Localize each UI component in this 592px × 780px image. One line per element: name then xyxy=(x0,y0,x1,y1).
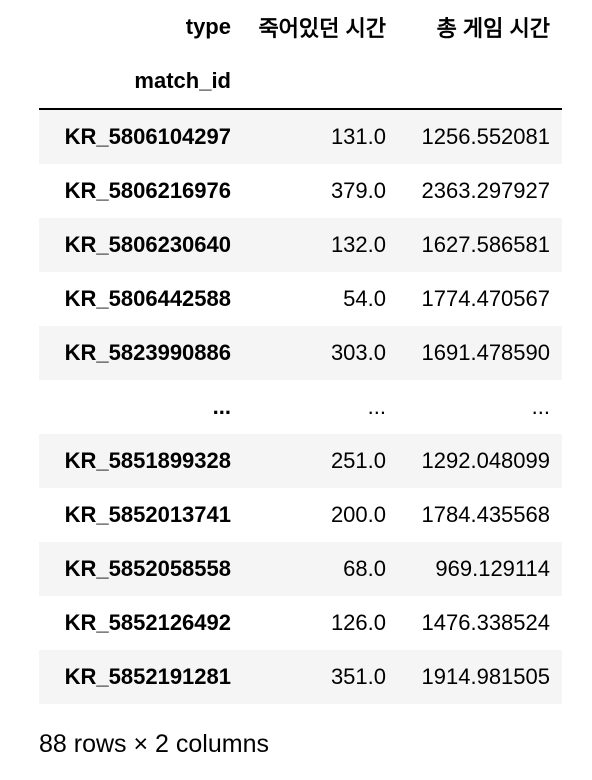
index-name-blank xyxy=(398,54,562,110)
index-name-blank xyxy=(243,54,398,110)
total-game-time-cell: 1476.338524 xyxy=(421,610,550,635)
dead-time-cell: 351.0 xyxy=(330,664,386,689)
row-index-cell: KR_5852126492 xyxy=(64,610,231,635)
table-row: KR_5823990886 303.0 1691.478590 xyxy=(39,326,562,380)
index-name-label: match_id xyxy=(39,54,243,110)
total-game-time-cell: 969.129114 xyxy=(435,556,550,581)
column-header-total-game-time: 총 게임 시간 xyxy=(436,16,550,41)
dead-time-cell: 200.0 xyxy=(330,502,386,527)
row-index-cell: KR_5852058558 xyxy=(64,556,231,581)
table-row: KR_5852191281 351.0 1914.981505 xyxy=(39,650,562,704)
column-header-dead-time: 죽어있던 시간 xyxy=(258,16,386,41)
dead-time-cell: 68.0 xyxy=(343,556,386,581)
table-row: KR_5806104297 131.0 1256.552081 xyxy=(39,109,562,164)
dead-time-cell: ... xyxy=(367,394,386,419)
total-game-time-cell: 1914.981505 xyxy=(421,664,550,689)
total-game-time-cell: 1774.470567 xyxy=(421,286,550,311)
table-row: KR_5806230640 132.0 1627.586581 xyxy=(39,218,562,272)
table-row: ......... xyxy=(39,380,562,434)
dead-time-cell: 132.0 xyxy=(330,232,386,257)
header-index-row: match_id xyxy=(39,54,562,110)
total-game-time-cell: 2363.297927 xyxy=(421,178,550,203)
dead-time-cell: 126.0 xyxy=(330,610,386,635)
dead-time-cell: 303.0 xyxy=(330,340,386,365)
row-index-cell: KR_5852013741 xyxy=(64,502,231,527)
total-game-time-cell: 1256.552081 xyxy=(421,124,550,149)
table-row: KR_5852013741 200.0 1784.435568 xyxy=(39,488,562,542)
row-index-cell: KR_5806216976 xyxy=(64,178,231,203)
dataframe-table: type 죽어있던 시간 총 게임 시간 match_id KR_5806104… xyxy=(39,0,562,704)
dataframe-shape-info: 88 rows × 2 columns xyxy=(39,730,269,758)
table-body: KR_5806104297 131.0 1256.552081 KR_58062169… xyxy=(39,109,562,704)
columns-name-label: type xyxy=(185,14,231,39)
total-game-time-cell: 1292.048099 xyxy=(421,448,550,473)
table-row: KR_5851899328 251.0 1292.048099 xyxy=(39,434,562,488)
total-game-time-cell: 1691.478590 xyxy=(421,340,550,365)
total-game-time-cell: 1784.435568 xyxy=(421,502,550,527)
row-index-cell: KR_5852191281 xyxy=(64,664,231,689)
row-index-cell: KR_5823990886 xyxy=(64,340,231,365)
dead-time-cell: 54.0 xyxy=(343,286,386,311)
table-header: type 죽어있던 시간 총 게임 시간 match_id xyxy=(39,0,562,110)
table-row: KR_5806442588 54.0 1774.470567 xyxy=(39,272,562,326)
dead-time-cell: 251.0 xyxy=(330,448,386,473)
dead-time-cell: 379.0 xyxy=(330,178,386,203)
row-index-cell: KR_5806230640 xyxy=(64,232,231,257)
total-game-time-cell: 1627.586581 xyxy=(421,232,550,257)
row-index-cell: KR_5851899328 xyxy=(64,448,231,473)
dataframe-output: type 죽어있던 시간 총 게임 시간 match_id KR_5806104… xyxy=(39,0,562,704)
dead-time-cell: 131.0 xyxy=(330,124,386,149)
table-row: KR_5806216976 379.0 2363.297927 xyxy=(39,164,562,218)
row-index-cell: ... xyxy=(212,394,231,419)
table-row: KR_5852058558 68.0 969.129114 xyxy=(39,542,562,596)
row-index-cell: KR_5806104297 xyxy=(64,124,231,149)
row-index-cell: KR_5806442588 xyxy=(64,286,231,311)
total-game-time-cell: ... xyxy=(531,394,550,419)
table-row: KR_5852126492 126.0 1476.338524 xyxy=(39,596,562,650)
header-columns-row: type 죽어있던 시간 총 게임 시간 xyxy=(39,0,562,54)
